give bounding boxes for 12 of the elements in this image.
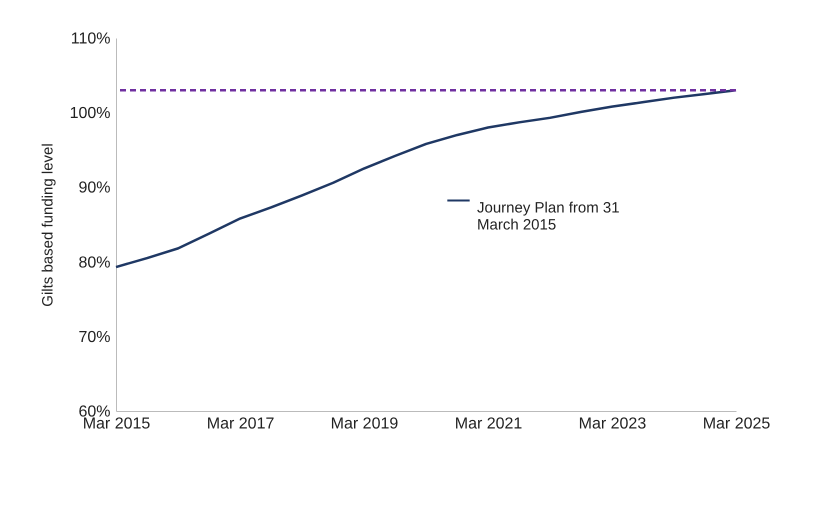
y-axis-title: Gilts based funding level xyxy=(40,143,57,307)
x-tick-label: Mar 2021 xyxy=(454,416,522,432)
y-tick-label: 90% xyxy=(78,180,110,197)
y-tick-label: 110% xyxy=(70,30,110,48)
x-tick-label: Mar 2017 xyxy=(206,416,274,432)
x-tick-label: Mar 2025 xyxy=(702,416,770,432)
x-tick-label: Mar 2019 xyxy=(330,416,398,432)
legend-label: Journey Plan from 31 March 2015 xyxy=(477,200,620,234)
y-tick-label: 70% xyxy=(78,328,110,346)
y-tick-label: 80% xyxy=(78,254,110,272)
y-tick-label: 100% xyxy=(70,105,110,122)
x-tick-label: Mar 2023 xyxy=(578,416,646,432)
